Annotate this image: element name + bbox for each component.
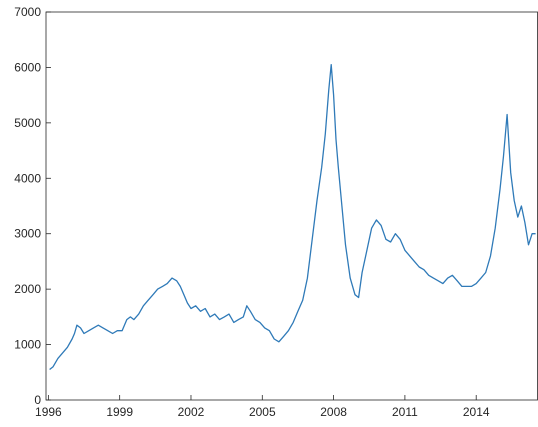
y-tick-label: 3000 (14, 227, 41, 241)
y-tick-label: 4000 (14, 171, 41, 185)
x-tick-label: 2002 (178, 405, 205, 419)
y-tick-label: 2000 (14, 282, 41, 296)
x-tick-label: 2014 (463, 405, 490, 419)
y-tick-label: 7000 (14, 5, 41, 19)
y-tick-label: 0 (34, 393, 41, 407)
x-tick-label: 2011 (392, 405, 418, 419)
x-tick-label: 1999 (106, 405, 133, 419)
y-tick-label: 1000 (14, 338, 41, 352)
y-tick-label: 5000 (14, 116, 41, 130)
plot-box (45, 11, 538, 401)
x-axis-ticks: 1996 1999 2002 2005 2008 2011 2014 (35, 395, 490, 419)
series-layer (49, 64, 536, 371)
x-tick-label: 2005 (249, 405, 276, 419)
series-line (49, 64, 536, 371)
x-tick-label: 2008 (320, 405, 347, 419)
y-tick-label: 6000 (14, 60, 41, 74)
plot-area (45, 11, 538, 401)
y-axis-ticks: 0 1000 2000 3000 4000 5000 6000 7000 (14, 5, 51, 407)
x-tick-label: 1996 (35, 405, 62, 419)
